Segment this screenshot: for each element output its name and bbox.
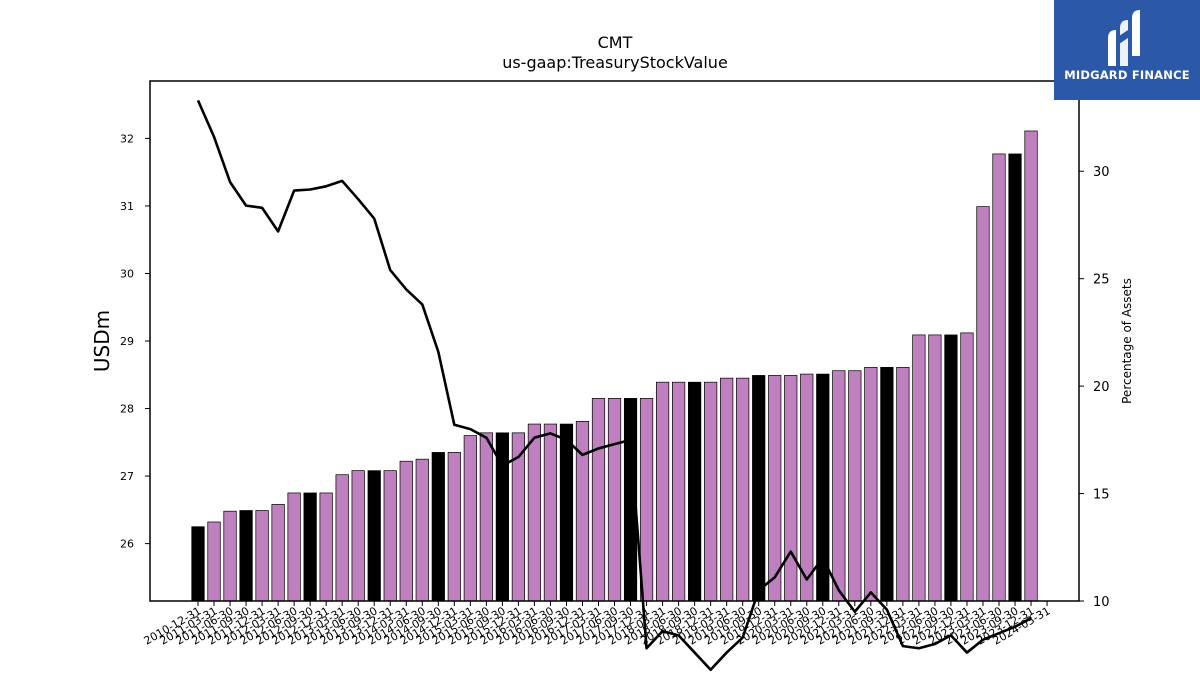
- bar: [1008, 153, 1022, 602]
- bar: [671, 381, 686, 602]
- y-tick-label: 30: [120, 267, 134, 280]
- line-series: [196, 99, 1032, 672]
- bar: [896, 366, 910, 602]
- bar: [399, 460, 413, 602]
- bar: [688, 381, 702, 602]
- bar: [335, 474, 349, 602]
- bar: [239, 510, 253, 602]
- brand-name: MIDGARD FINANCE: [1064, 68, 1190, 82]
- bar: [303, 492, 317, 602]
- bar: [880, 366, 894, 602]
- y2-tick-label: 30: [1093, 165, 1110, 180]
- bar: [207, 521, 221, 602]
- bar-series: [191, 130, 1038, 602]
- bar: [367, 470, 381, 602]
- bar: [944, 334, 958, 602]
- bar: [543, 423, 558, 602]
- bar: [912, 334, 926, 602]
- y-tick-label: 26: [120, 538, 134, 551]
- y-tick-label: 29: [120, 335, 134, 348]
- bar: [575, 421, 590, 602]
- y2-tick-label: 10: [1093, 595, 1110, 610]
- bar: [784, 375, 798, 602]
- bar: [527, 423, 542, 602]
- bar: [351, 470, 365, 602]
- y-axis-label: USDm: [90, 310, 114, 372]
- bar: [800, 373, 814, 602]
- y-tick-label: 31: [120, 200, 134, 213]
- y-tick-label: 28: [120, 403, 134, 416]
- chart-subtitle: us-gaap:TreasuryStockValue: [502, 53, 728, 72]
- bar: [223, 510, 237, 602]
- bar: [191, 526, 205, 602]
- bar: [591, 398, 606, 602]
- bar: [415, 458, 429, 602]
- bar: [255, 510, 269, 602]
- bar: [1024, 130, 1038, 602]
- brand-logo: MIDGARD FINANCE: [1054, 0, 1200, 100]
- y2-tick-label: 20: [1093, 380, 1110, 395]
- left-axis: 26 27 28 29 30 31 32: [120, 132, 150, 551]
- bar: [752, 375, 766, 602]
- logo-icon: [1108, 10, 1140, 66]
- bar: [992, 153, 1006, 602]
- bar: [864, 366, 878, 602]
- right-axis: 10 15 20 25 30: [1079, 165, 1110, 610]
- bar: [736, 377, 750, 602]
- line-series-path: [196, 99, 1032, 672]
- y2-axis-label: Percentage of Assets: [1120, 278, 1134, 404]
- bar: [704, 381, 718, 602]
- bar: [768, 375, 782, 602]
- bar: [271, 504, 285, 602]
- bar: [720, 377, 734, 602]
- bar: [447, 452, 461, 602]
- bar: [655, 381, 670, 602]
- bar: [479, 432, 493, 602]
- y-tick-label: 27: [120, 470, 134, 483]
- bar: [431, 452, 445, 602]
- bar: [383, 470, 397, 602]
- bar: [559, 423, 574, 602]
- y2-tick-label: 25: [1093, 273, 1110, 288]
- bar: [319, 492, 333, 602]
- bar: [639, 398, 654, 602]
- bar: [848, 370, 862, 602]
- bar: [607, 398, 622, 602]
- y2-tick-label: 15: [1093, 488, 1110, 503]
- bar: [463, 435, 477, 602]
- chart-title: CMT: [598, 33, 633, 52]
- bar: [928, 334, 942, 602]
- x-axis: 2010-12-312011-03-312011-06-302011-09-30…: [142, 601, 1053, 648]
- bar: [976, 206, 990, 602]
- y-tick-label: 32: [120, 132, 134, 145]
- bar: [832, 370, 846, 602]
- bar: [287, 492, 301, 602]
- bar: [960, 332, 974, 602]
